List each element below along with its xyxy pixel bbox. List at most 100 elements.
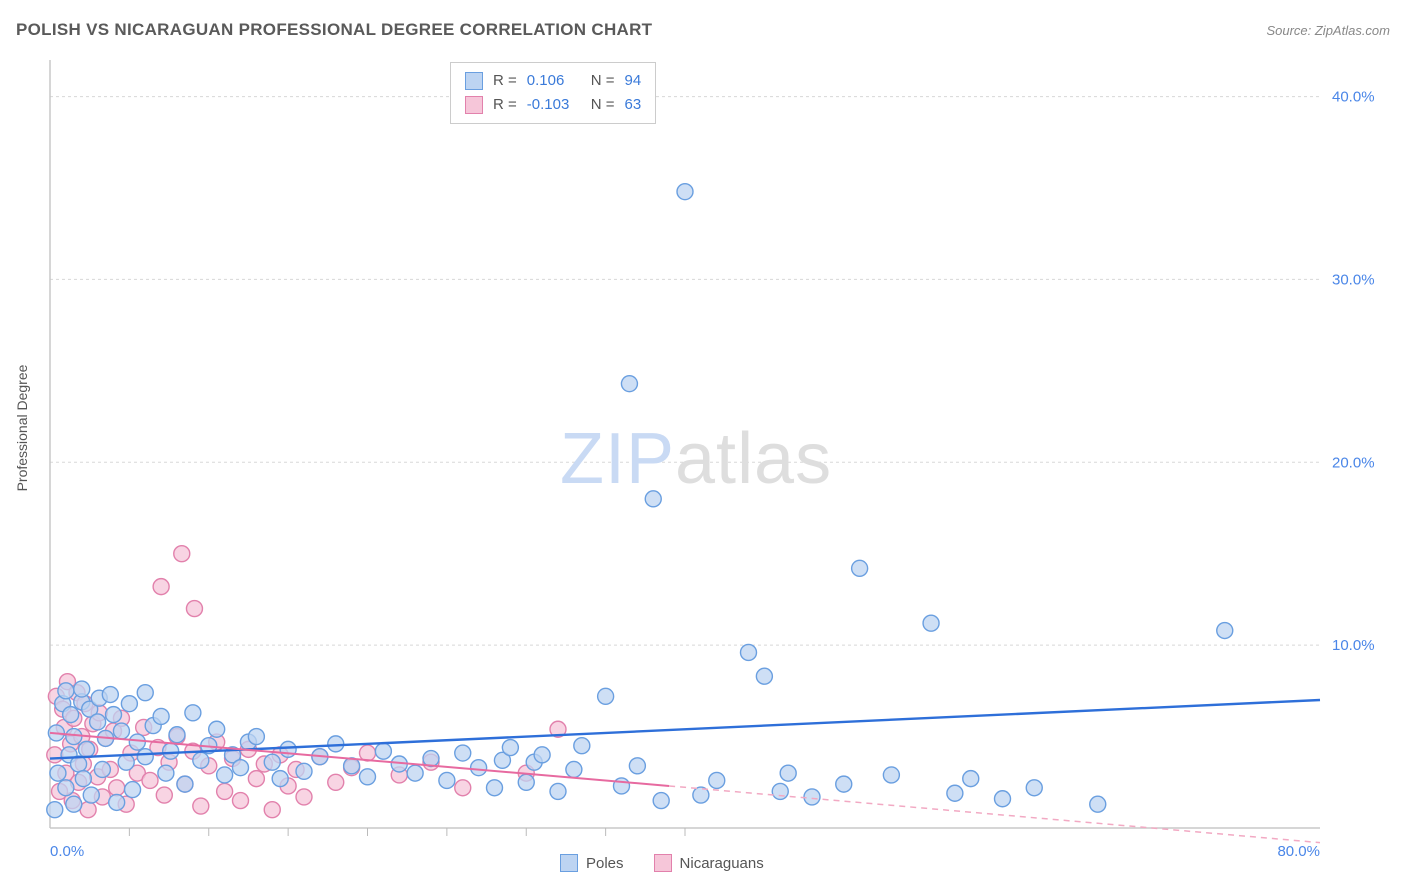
series-legend-item[interactable]: Nicaraguans [654, 854, 764, 872]
nicaraguans-point [296, 789, 312, 805]
header: POLISH VS NICARAGUAN PROFESSIONAL DEGREE… [0, 0, 1406, 48]
poles-point [109, 794, 125, 810]
poles-point [264, 754, 280, 770]
poles-point [487, 780, 503, 796]
poles-point [836, 776, 852, 792]
poles-point [217, 767, 233, 783]
poles-point [193, 752, 209, 768]
nicaraguans-point [142, 772, 158, 788]
poles-point [653, 793, 669, 809]
source-attribution: Source: ZipAtlas.com [1266, 23, 1390, 38]
poles-point [280, 741, 296, 757]
poles-point [272, 771, 288, 787]
legend-n-value[interactable]: 94 [625, 69, 642, 93]
poles-point [90, 714, 106, 730]
poles-point [169, 727, 185, 743]
poles-point [102, 687, 118, 703]
series-legend-label: Poles [586, 855, 624, 872]
poles-point [121, 696, 137, 712]
poles-point [629, 758, 645, 774]
poles-point [66, 796, 82, 812]
nicaraguans-point [455, 780, 471, 796]
poles-point [296, 763, 312, 779]
poles-point [852, 560, 868, 576]
poles-point [75, 771, 91, 787]
poles-point [756, 668, 772, 684]
legend-r-value[interactable]: 0.106 [527, 69, 581, 93]
poles-point [947, 785, 963, 801]
y-tick-label: 20.0% [1332, 454, 1375, 471]
poles-point [177, 776, 193, 792]
poles-point [328, 736, 344, 752]
series-legend-label: Nicaraguans [680, 855, 764, 872]
poles-point [375, 743, 391, 759]
series-legend-item[interactable]: Poles [560, 854, 624, 872]
poles-point [360, 769, 376, 785]
poles-point [137, 685, 153, 701]
poles-point [598, 688, 614, 704]
poles-point [58, 683, 74, 699]
poles-point [1090, 796, 1106, 812]
page-title: POLISH VS NICARAGUAN PROFESSIONAL DEGREE… [16, 20, 652, 40]
x-tick-label: 80.0% [1277, 843, 1320, 860]
legend-r-label: R = [493, 93, 517, 117]
legend-n-label: N = [591, 93, 615, 117]
poles-point [106, 707, 122, 723]
poles-point [94, 761, 110, 777]
y-tick-label: 10.0% [1332, 637, 1375, 654]
nicaraguans-point [109, 780, 125, 796]
legend-row: R =0.106N =94 [465, 69, 641, 93]
legend-n-label: N = [591, 69, 615, 93]
legend-row: R = -0.103 N = 63 [465, 93, 641, 117]
poles-point [137, 749, 153, 765]
poles-point [118, 754, 134, 770]
poles-point [677, 184, 693, 200]
poles-point [804, 789, 820, 805]
poles-point [780, 765, 796, 781]
poles-point [74, 681, 90, 697]
legend-swatch [465, 96, 483, 114]
scatter-chart: 10.0%20.0%30.0%40.0%0.0%80.0% [0, 48, 1406, 892]
poles-point [63, 707, 79, 723]
poles-point [741, 644, 757, 660]
poles-point [566, 761, 582, 777]
y-axis-label: Professional Degree [14, 365, 30, 492]
nicaraguans-point [153, 579, 169, 595]
poles-point [113, 723, 129, 739]
poles-point [1026, 780, 1042, 796]
nicaraguans-point [193, 798, 209, 814]
correlation-legend: R = 0.106 N = 94R = -0.103 N = 63 [450, 62, 656, 124]
legend-n-value[interactable]: 63 [625, 93, 642, 117]
poles-point [923, 615, 939, 631]
nicaraguans-point [248, 771, 264, 787]
poles-point [125, 782, 141, 798]
poles-point [772, 783, 788, 799]
poles-point [995, 791, 1011, 807]
poles-point [47, 802, 63, 818]
nicaraguans-point [233, 793, 249, 809]
poles-point [471, 760, 487, 776]
nicaraguans-point [264, 802, 280, 818]
poles-point [574, 738, 590, 754]
poles-point [534, 747, 550, 763]
chart-container: Professional Degree 10.0%20.0%30.0%40.0%… [0, 48, 1406, 892]
poles-point [502, 740, 518, 756]
poles-point [645, 491, 661, 507]
source-link[interactable]: ZipAtlas.com [1315, 23, 1390, 38]
poles-point [83, 787, 99, 803]
nicaraguans-point [174, 546, 190, 562]
poles-point [158, 765, 174, 781]
poles-point [209, 721, 225, 737]
poles-point [153, 708, 169, 724]
poles-point [1217, 623, 1233, 639]
legend-swatch [465, 72, 483, 90]
legend-swatch [654, 854, 672, 872]
legend-r-value[interactable]: -0.103 [527, 93, 581, 117]
poles-point [185, 705, 201, 721]
poles-point [883, 767, 899, 783]
x-tick-label: 0.0% [50, 843, 84, 860]
poles-point [550, 783, 566, 799]
nicaraguans-point [328, 774, 344, 790]
trend-line-nicaraguans-extrapolated [669, 786, 1320, 843]
poles-point [614, 778, 630, 794]
